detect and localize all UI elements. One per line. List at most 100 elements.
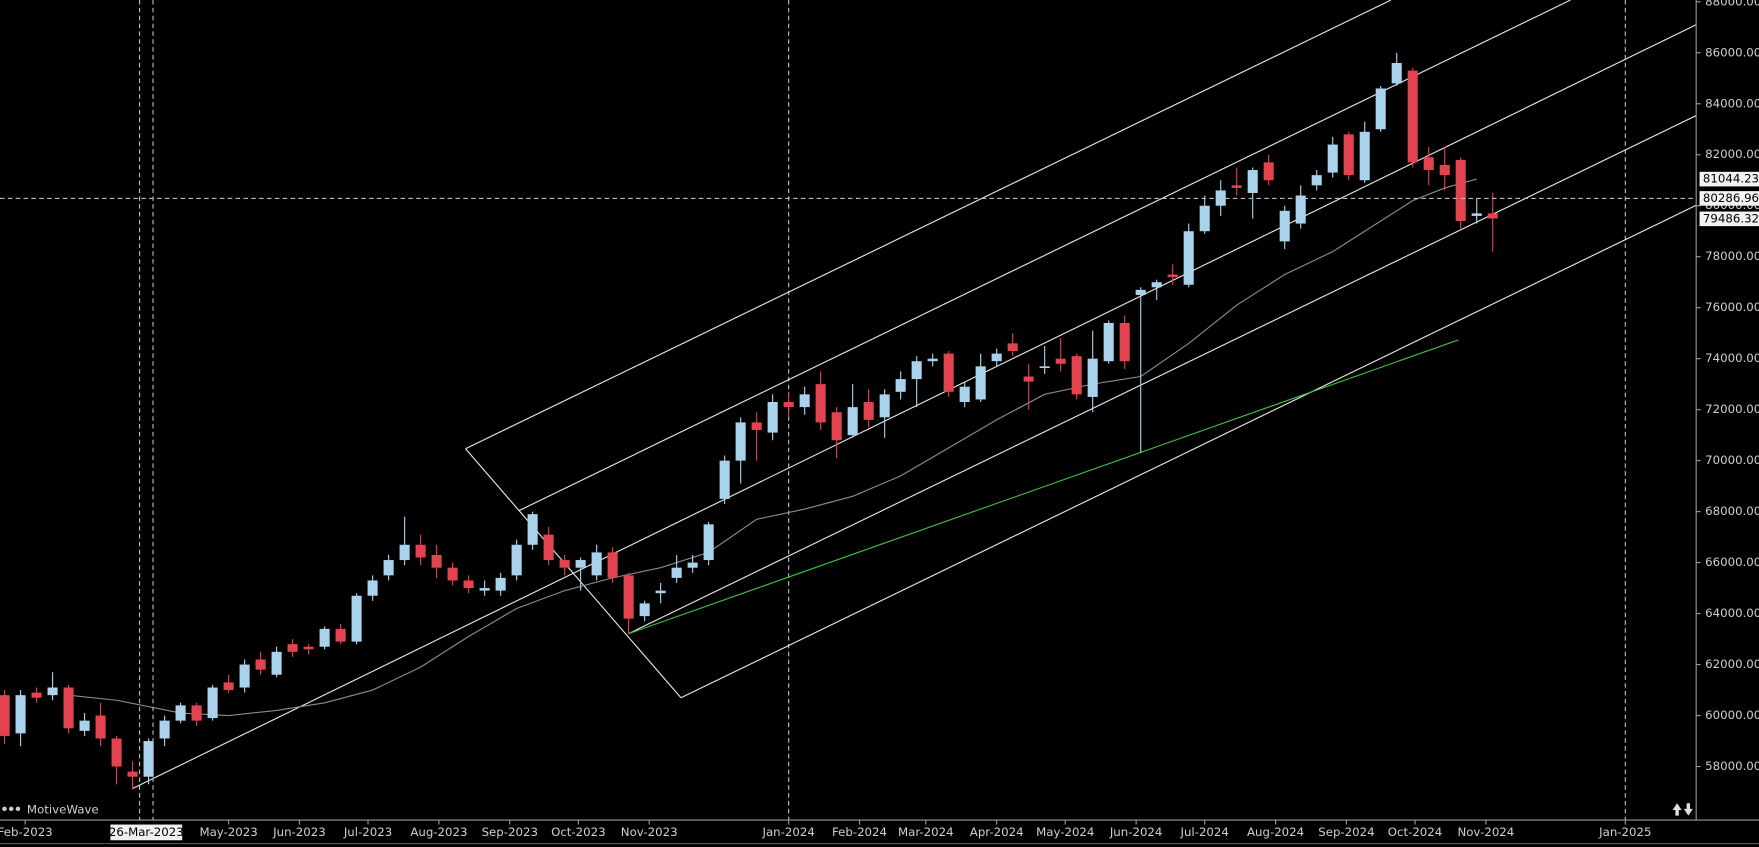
candle-body [895, 379, 906, 392]
x-tick-label: Sep-2024 [1318, 825, 1374, 839]
x-tick-label: Jun-2023 [272, 825, 326, 839]
candle-body [831, 412, 842, 441]
x-tick-label: Oct-2024 [1388, 825, 1443, 839]
y-tick-label: 62000.00 [1705, 657, 1759, 671]
candle-body [63, 687, 74, 729]
candle-body [255, 659, 266, 670]
candle-body [783, 402, 794, 408]
y-tick-label: 82000.00 [1705, 147, 1759, 161]
candle-body [47, 687, 58, 696]
candle-body [1455, 159, 1466, 222]
candle-body [479, 588, 490, 591]
x-tick-label: Feb-2024 [832, 825, 887, 839]
candle-body [175, 705, 186, 721]
candle-body [1151, 282, 1162, 288]
candle-body [1119, 322, 1130, 362]
candle-body [623, 575, 634, 619]
candle-body [1087, 358, 1098, 397]
candle-body [383, 560, 394, 576]
scroll-arrows[interactable] [1672, 803, 1693, 816]
brand: MotiveWave [27, 802, 99, 816]
x-tick-label: Jan-2024 [761, 825, 814, 839]
x-tick-label: Oct-2023 [551, 825, 606, 839]
y-tick-label: 58000.00 [1705, 759, 1759, 773]
x-tick-label: May-2024 [1036, 825, 1094, 839]
candle-body [1247, 170, 1258, 193]
candle-body [575, 560, 586, 568]
cursor-date-label: 26-Mar-2023 [109, 825, 184, 839]
candle-body [431, 554, 442, 568]
trend-line [628, 339, 1459, 635]
candle-body [1279, 210, 1290, 242]
candle-body [287, 644, 298, 652]
candle-body [351, 595, 362, 642]
x-tick-label: Mar-2024 [898, 825, 954, 839]
x-tick-label: Nov-2023 [621, 825, 678, 839]
y-tick-label: 72000.00 [1705, 402, 1759, 416]
candle-body [127, 771, 138, 777]
x-tick-label: Aug-2024 [1247, 825, 1304, 839]
candle-body [1183, 231, 1194, 285]
candle-body [1039, 366, 1050, 369]
candle-body [1327, 144, 1338, 173]
y-tick-label: 64000.00 [1705, 606, 1759, 620]
candle-body [15, 695, 26, 734]
candle-body [335, 628, 346, 642]
x-tick-label: Jul-2023 [343, 825, 392, 839]
candle-body [543, 534, 554, 561]
y-tick-label: 68000.00 [1705, 504, 1759, 518]
y-tick-label: 76000.00 [1705, 300, 1759, 314]
candle-body [1375, 88, 1386, 130]
candle-body [639, 603, 650, 617]
candle-body [735, 422, 746, 461]
candle-body [1103, 322, 1114, 362]
candle-body [863, 402, 874, 420]
y-tick-label: 78000.00 [1705, 249, 1759, 263]
candle-body [687, 562, 698, 568]
price-label: 80286.96 [1703, 191, 1759, 205]
candle-body [223, 682, 234, 691]
channel-line [465, 0, 1392, 450]
price-label: 81044.23 [1703, 172, 1759, 186]
candle-body [303, 646, 314, 650]
candle-body [495, 577, 506, 591]
candle-body [191, 705, 202, 721]
candle-body [1263, 162, 1274, 181]
brand-icon [2, 806, 21, 812]
candle-body [1359, 131, 1370, 181]
channel-line [519, 0, 1571, 511]
candle-body [399, 544, 410, 561]
candle-body [719, 460, 730, 499]
x-tick-label: Nov-2024 [1457, 825, 1514, 839]
candle-body [1199, 205, 1210, 232]
y-tick-label: 86000.00 [1705, 45, 1759, 59]
candle-body [143, 741, 154, 777]
candle-body [79, 720, 90, 731]
candle-body [751, 422, 762, 431]
candle-body [1135, 289, 1146, 295]
x-tick-label: Sep-2023 [482, 825, 538, 839]
channel-line [465, 448, 682, 699]
candle-body [1487, 213, 1498, 219]
candle-body [1407, 70, 1418, 163]
candle-body [239, 664, 250, 688]
x-tick-label: Aug-2023 [410, 825, 467, 839]
price-label-box [1699, 191, 1759, 206]
candle-body [1311, 175, 1322, 186]
y-tick-label: 60000.00 [1705, 708, 1759, 722]
candle-body [31, 692, 42, 698]
candle-body [319, 628, 330, 647]
candle-body [1167, 274, 1178, 278]
candle-body [367, 580, 378, 596]
candle-body [527, 514, 538, 545]
drawings [132, 0, 1697, 790]
y-tick-label: 88000.00 [1705, 0, 1759, 8]
candle-body [927, 358, 938, 362]
candle-body [591, 552, 602, 576]
candle-body [879, 394, 890, 418]
y-tick-label: 70000.00 [1705, 453, 1759, 467]
price-label-box [1699, 211, 1759, 227]
